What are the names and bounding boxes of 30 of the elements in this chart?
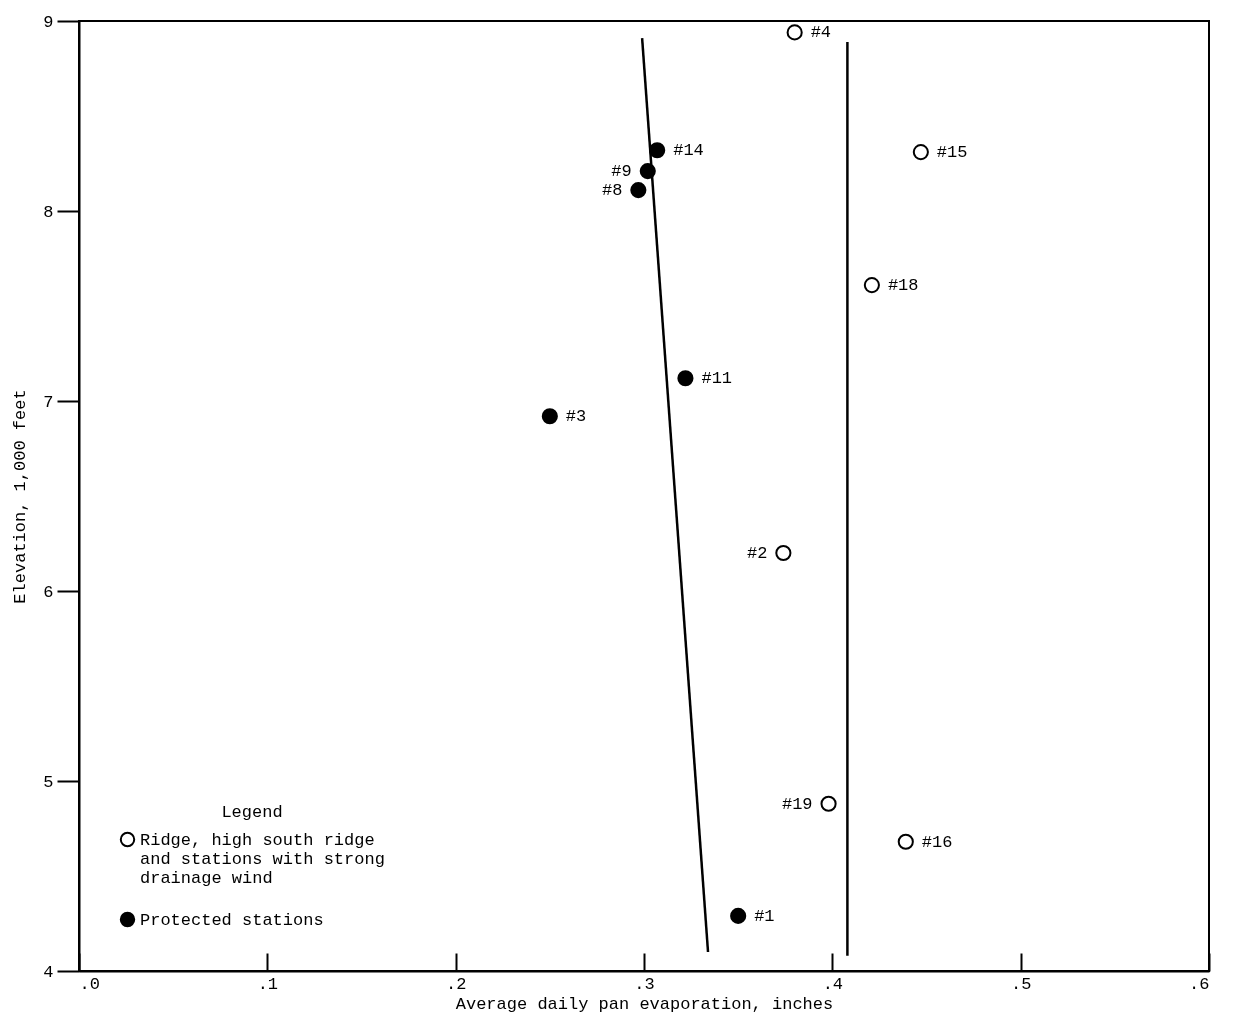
- x-tick-label: .4: [822, 974, 844, 994]
- y-tick-label: 4: [43, 962, 54, 982]
- x-tick-label: .3: [634, 974, 655, 994]
- annotation: #11: [701, 369, 733, 389]
- annotation: #16: [921, 832, 953, 852]
- legend-label: Protected stations: [140, 910, 324, 930]
- x-tick-label: .0: [79, 974, 100, 994]
- annotation: #1: [754, 906, 775, 926]
- y-tick-label: 9: [43, 12, 54, 32]
- annotation: #14: [673, 141, 704, 161]
- annotation: #8: [601, 181, 623, 201]
- annotation: #15: [936, 143, 968, 163]
- x-tick-label: .2: [445, 974, 467, 994]
- y-tick-label: 7: [43, 392, 54, 412]
- annotation: #18: [887, 276, 919, 296]
- y-axis-title: Elevation, 1,000 feet: [11, 389, 31, 604]
- x-axis-title: Average daily pan evaporation, inches: [455, 994, 834, 1014]
- annotation: #4: [810, 23, 832, 43]
- y-tick-label: 6: [43, 582, 54, 602]
- x-tick-label: .1: [257, 974, 279, 994]
- x-tick-label: .6: [1189, 974, 1210, 994]
- annotation: #9: [611, 162, 632, 182]
- legend-label: Ridge, high south ridge and stations with strong drainage wind: [140, 830, 385, 888]
- annotation: #2: [746, 544, 768, 563]
- x-tick-label: .5: [1010, 974, 1032, 994]
- y-tick-label: 5: [43, 772, 54, 792]
- annotation: #3: [565, 407, 587, 427]
- legend-title: Legend: [221, 803, 283, 822]
- annotation: #19: [781, 794, 813, 814]
- y-tick-label: 8: [43, 202, 54, 222]
